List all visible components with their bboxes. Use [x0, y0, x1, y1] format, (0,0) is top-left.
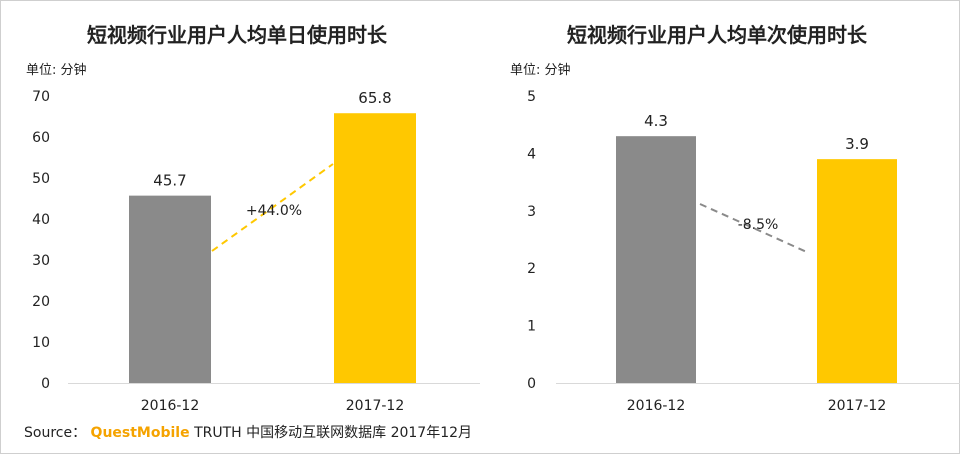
chart-1-y-tick: 70 [32, 89, 50, 105]
chart-2-bar-2017-12 [817, 159, 897, 383]
source-footer: Source： QuestMobile TRUTH 中国移动互联网数据库 201… [24, 422, 472, 442]
chart-2-trend-line [699, 203, 810, 254]
chart-2-y-tick: 1 [527, 319, 536, 335]
chart-1-y-tick: 0 [41, 376, 50, 392]
chart-2-category-label: 2017-12 [828, 398, 887, 414]
chart-2-title: 短视频行业用户人均单次使用时长 [567, 23, 868, 47]
chart-2-bar-2016-12 [616, 136, 696, 383]
source-suffix: TRUTH 中国移动互联网数据库 2017年12月 [194, 425, 473, 441]
brand-logo-text: QuestMobile [90, 425, 190, 441]
chart-1-y-tick: 50 [32, 171, 50, 187]
chart-1-y-tick: 10 [32, 335, 50, 351]
chart-2-data-label: 3.9 [845, 135, 869, 153]
chart-2-y-tick: 5 [527, 89, 536, 105]
chart-1-category-label: 2016-12 [141, 398, 200, 414]
chart-2-category-label: 2016-12 [627, 398, 686, 414]
chart-1-trend-line [211, 163, 334, 252]
chart-1-y-tick: 30 [32, 253, 50, 269]
chart-1-y-tick: 40 [32, 212, 50, 228]
chart-2-y-tick: 2 [527, 261, 536, 277]
chart-1-bar-2017-12 [334, 113, 416, 383]
chart-1-data-label: 45.7 [153, 172, 186, 190]
chart-1-unit-label: 单位: 分钟 [26, 62, 87, 78]
source-prefix: Source： [24, 425, 87, 441]
chart-2-y-tick: 3 [527, 204, 536, 220]
chart-2-change-label: -8.5% [738, 217, 779, 233]
chart-1-category-label: 2017-12 [346, 398, 405, 414]
chart-1-title: 短视频行业用户人均单日使用时长 [87, 23, 388, 47]
chart-2-y-tick: 4 [527, 146, 536, 162]
chart-1-data-label: 65.8 [358, 89, 391, 107]
chart-1-y-tick: 60 [32, 130, 50, 146]
chart-1-bar-2016-12 [129, 195, 211, 383]
chart-1-y-tick: 20 [32, 294, 50, 310]
chart-2-y-tick: 0 [527, 376, 536, 392]
chart-2-unit-label: 单位: 分钟 [510, 62, 571, 78]
chart-1-change-label: +44.0% [246, 203, 302, 219]
chart-2-data-label: 4.3 [644, 112, 668, 130]
